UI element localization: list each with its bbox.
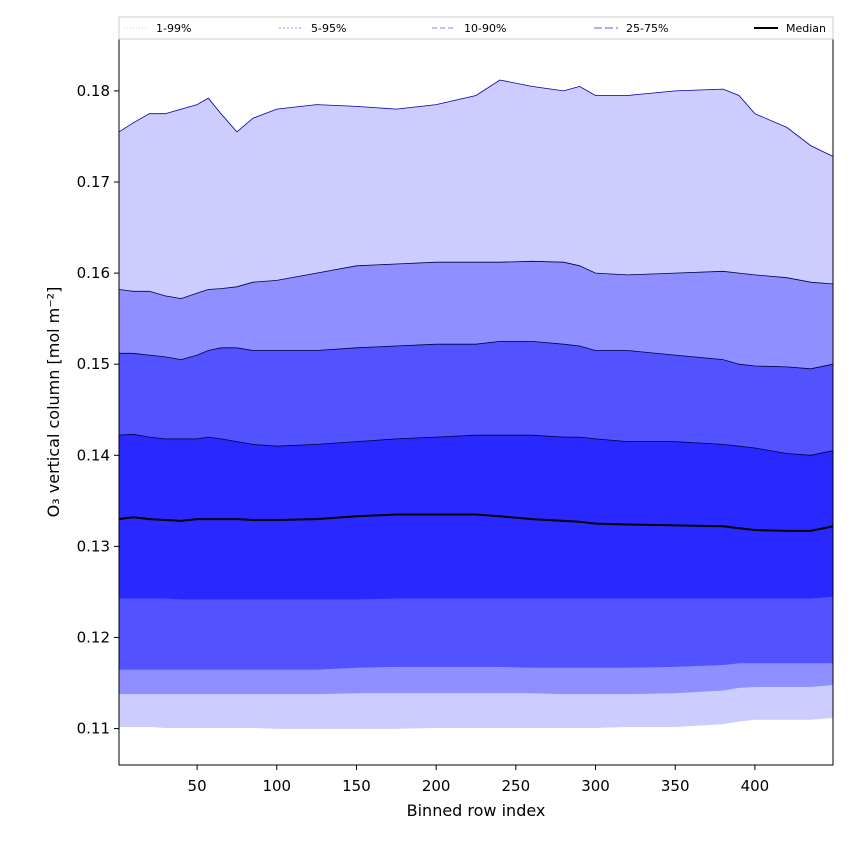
y-tick-label: 0.17: [77, 173, 110, 191]
x-tick-label: 300: [581, 777, 610, 795]
y-tick-label: 0.18: [77, 82, 110, 100]
y-tick-label: 0.16: [77, 264, 110, 282]
x-tick-label: 400: [741, 777, 770, 795]
y-tick-label: 0.12: [77, 628, 110, 646]
band-outlines: [118, 79, 834, 456]
x-tick-label: 350: [661, 777, 690, 795]
median-line: [118, 513, 834, 532]
x-axis-ticks: 50 100 150 200 250 300 350 400: [188, 765, 770, 795]
x-tick-label: 150: [342, 777, 371, 795]
median-series: [118, 513, 834, 532]
y-tick-label: 0.14: [77, 446, 110, 464]
y-axis-ticks: 0.11 0.12 0.13 0.14 0.15 0.16 0.17 0.18: [77, 82, 119, 738]
y-tick-label: 0.11: [77, 720, 110, 738]
legend-label: 5-95%: [311, 22, 346, 35]
y-tick-label: 0.13: [77, 537, 110, 555]
band-upper-edge-1-99pct: [118, 79, 834, 157]
legend: 1-99% 5-95% 10-90% 25-75% Median: [118, 16, 834, 40]
x-tick-label: 250: [502, 777, 531, 795]
legend-label: 10-90%: [464, 22, 506, 35]
band-upper-edge-25-75pct: [118, 433, 834, 456]
band-upper-edge-5-95pct: [118, 260, 834, 300]
x-axis-label: Binned row index: [407, 801, 546, 820]
y-axis-label: O₃ vertical column [mol m⁻²]: [44, 287, 63, 518]
band-25-75pct: [118, 434, 834, 600]
x-tick-label: 50: [188, 777, 207, 795]
legend-box: [118, 16, 834, 40]
band-upper-edge-10-90pct: [119, 340, 834, 370]
x-tick-label: 100: [262, 777, 291, 795]
legend-label: 1-99%: [156, 22, 191, 35]
band-areas: [118, 79, 834, 729]
legend-label: Median: [786, 22, 826, 35]
legend-label: 25-75%: [626, 22, 668, 35]
y-tick-label: 0.15: [77, 355, 110, 373]
x-tick-label: 200: [422, 777, 451, 795]
